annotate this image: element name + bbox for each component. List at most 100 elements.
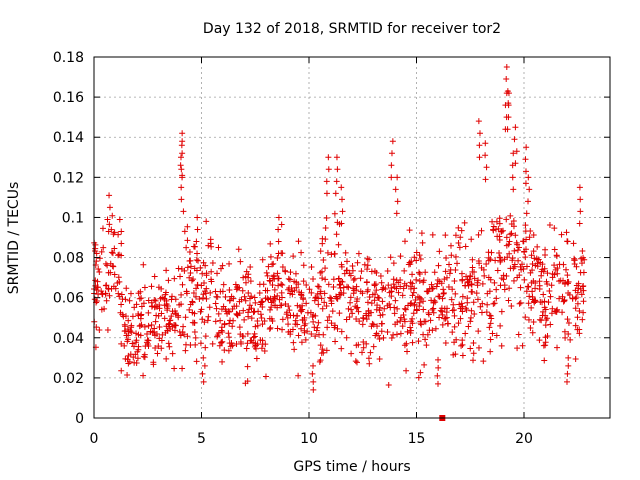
data-point — [319, 346, 326, 353]
data-point — [187, 257, 194, 264]
data-point — [116, 216, 123, 223]
data-point — [201, 279, 208, 286]
data-point — [287, 331, 294, 338]
data-point — [171, 365, 178, 372]
data-point — [429, 306, 436, 313]
data-point — [335, 241, 342, 248]
data-point — [554, 306, 561, 313]
data-point — [188, 277, 195, 284]
data-point — [413, 276, 420, 283]
data-point — [252, 299, 259, 306]
data-point — [308, 263, 315, 270]
data-point — [578, 255, 585, 262]
data-point — [319, 305, 326, 312]
data-point — [308, 331, 315, 338]
data-point — [523, 263, 530, 270]
data-point — [436, 293, 443, 300]
data-point — [247, 264, 254, 271]
data-point — [467, 318, 474, 325]
data-point — [333, 295, 340, 302]
data-point — [242, 297, 249, 304]
data-point — [376, 335, 383, 342]
data-point — [158, 345, 165, 352]
data-point — [287, 312, 294, 319]
data-point — [565, 354, 572, 361]
axis-ticks: 0 5 10 15 20 0 0.02 0.04 0.06 0.08 0.1 0.12 0.14 0.16… — [53, 50, 610, 447]
data-point — [387, 254, 394, 261]
data-point — [560, 277, 567, 284]
data-point — [364, 262, 371, 269]
data-point — [530, 248, 537, 255]
data-point — [311, 297, 318, 304]
data-point — [548, 282, 555, 289]
data-point — [179, 150, 186, 157]
data-point — [578, 260, 585, 267]
data-point — [137, 332, 144, 339]
data-point — [325, 154, 332, 161]
data-point — [458, 342, 465, 349]
data-point — [365, 355, 372, 362]
data-point — [194, 214, 201, 221]
y-tick-label: 0.06 — [53, 291, 84, 307]
data-point — [478, 264, 485, 271]
data-point — [244, 330, 251, 337]
data-point — [455, 224, 462, 231]
data-point — [353, 359, 360, 366]
data-point — [355, 308, 362, 315]
data-point — [373, 330, 380, 337]
data-point — [533, 255, 540, 262]
data-point — [384, 329, 391, 336]
data-point — [530, 231, 537, 238]
data-point — [269, 261, 276, 268]
data-point — [378, 328, 385, 335]
data-point — [325, 166, 332, 173]
y-tick-label: 0.08 — [53, 251, 84, 267]
data-point — [186, 306, 193, 313]
data-point — [436, 314, 443, 321]
data-point — [540, 291, 547, 298]
data-point — [220, 281, 227, 288]
data-point — [523, 210, 530, 217]
data-point — [399, 323, 406, 330]
data-point — [565, 289, 572, 296]
data-point — [459, 341, 466, 348]
data-point — [269, 275, 276, 282]
data-point — [115, 231, 122, 238]
data-point — [519, 342, 526, 349]
data-point — [401, 267, 408, 274]
data-point — [360, 314, 367, 321]
data-point — [246, 306, 253, 313]
data-point — [328, 320, 335, 327]
data-point — [561, 296, 568, 303]
data-point — [457, 315, 464, 322]
data-point — [392, 297, 399, 304]
data-point — [498, 275, 505, 282]
data-point — [315, 319, 322, 326]
data-point — [250, 334, 257, 341]
chart-title: Day 132 of 2018, SRMTID for receiver tor… — [203, 21, 501, 37]
data-point — [266, 325, 273, 332]
data-point — [323, 302, 330, 309]
data-point — [279, 263, 286, 270]
data-point — [397, 318, 404, 325]
data-point — [128, 324, 135, 331]
data-point — [184, 333, 191, 340]
data-point — [447, 266, 454, 273]
data-point — [110, 231, 117, 238]
data-point — [155, 284, 162, 291]
data-point — [206, 304, 213, 311]
data-point — [274, 255, 281, 262]
data-point — [292, 270, 299, 277]
data-point — [539, 261, 546, 268]
data-point — [375, 295, 382, 302]
data-point — [526, 293, 533, 300]
data-point — [342, 249, 349, 256]
data-point — [301, 329, 308, 336]
data-point — [108, 249, 115, 256]
data-point — [243, 345, 250, 352]
data-point — [450, 351, 457, 358]
data-point — [443, 309, 450, 316]
data-point — [179, 174, 186, 181]
data-point — [346, 313, 353, 320]
